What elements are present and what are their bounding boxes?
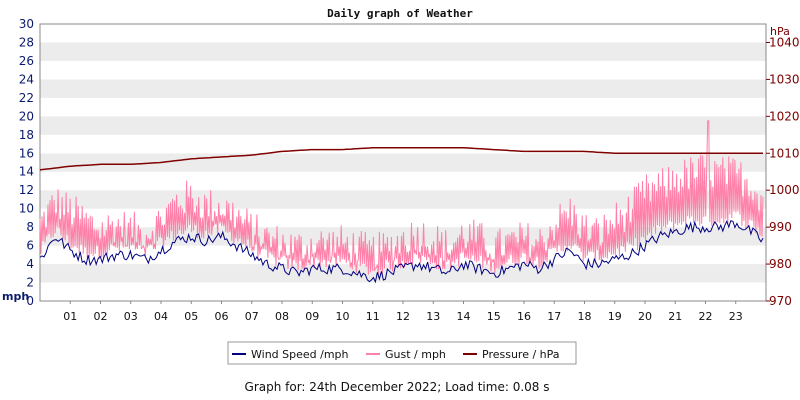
left-tick-label: 4 <box>26 257 34 271</box>
left-tick-label: 26 <box>19 54 34 68</box>
left-tick-label: 18 <box>19 128 34 142</box>
legend-item-gust: Gust / mph <box>366 348 446 361</box>
legend-item-wind: Wind Speed /mph <box>232 348 349 361</box>
right-tick-label: 980 <box>769 257 792 271</box>
x-tick-label: 12 <box>396 310 410 323</box>
grid-band <box>40 42 766 61</box>
legend-label-gust: Gust / mph <box>385 348 446 361</box>
x-tick-label: 06 <box>215 310 229 323</box>
grid-band <box>40 264 766 283</box>
grid-band <box>40 116 766 135</box>
grid-band <box>40 282 766 301</box>
right-tick-label: 1040 <box>769 35 800 49</box>
left-tick-label: 12 <box>19 183 34 197</box>
x-tick-label: 22 <box>699 310 713 323</box>
x-axis-ticks: 01 02 03 04 05 06 07 08 09 10 11 12 13 14 15 16 17 18 19 20… <box>63 301 743 323</box>
chart-title: Daily graph of Weather <box>327 7 473 20</box>
series-layer <box>39 120 764 284</box>
grid-band <box>40 97 766 117</box>
grid-band <box>40 24 766 43</box>
x-tick-label: 13 <box>426 310 440 323</box>
grid-band <box>40 79 766 98</box>
series-pressure-line <box>39 146 763 171</box>
right-tick-label: 1030 <box>769 72 800 86</box>
x-tick-label: 15 <box>487 310 501 323</box>
grid-band <box>40 134 766 154</box>
x-tick-label: 01 <box>63 310 77 323</box>
left-tick-label: 2 <box>26 276 34 290</box>
right-axis-unit: hPa <box>770 25 790 38</box>
x-tick-label: 11 <box>366 310 380 323</box>
x-tick-label: 05 <box>184 310 198 323</box>
legend-label-pressure: Pressure / hPa <box>482 348 560 361</box>
x-tick-label: 14 <box>457 310 471 323</box>
right-axis-ticks: 970 980 990 1000 1010 1020 1030 1040 <box>766 35 800 308</box>
left-tick-label: 30 <box>19 17 34 31</box>
left-tick-label: 6 <box>26 239 34 253</box>
left-tick-label: 24 <box>19 72 34 86</box>
footer-text: Graph for: 24th December 2022; Load time… <box>245 380 550 394</box>
left-tick-label: 16 <box>19 146 34 160</box>
series-gust-line <box>39 120 764 275</box>
legend-label-wind: Wind Speed /mph <box>251 348 349 361</box>
x-tick-label: 19 <box>608 310 622 323</box>
x-tick-label: 18 <box>578 310 592 323</box>
x-tick-label: 20 <box>638 310 652 323</box>
legend: Wind Speed /mph Gust / mph Pressure / hP… <box>227 341 577 365</box>
right-tick-label: 970 <box>769 294 792 308</box>
x-tick-label: 21 <box>668 310 682 323</box>
left-tick-label: 22 <box>19 91 34 105</box>
legend-box <box>227 341 577 365</box>
legend-item-pressure: Pressure / hPa <box>463 348 560 361</box>
grid-band <box>40 190 766 209</box>
x-tick-label: 17 <box>547 310 561 323</box>
grid-bands <box>40 24 766 301</box>
left-tick-label: 20 <box>19 109 34 123</box>
x-tick-label: 10 <box>336 310 350 323</box>
x-tick-label: 04 <box>154 310 168 323</box>
left-axis-unit: mph <box>2 290 29 303</box>
x-tick-label: 07 <box>245 310 259 323</box>
grid-band <box>40 171 766 191</box>
x-tick-label: 02 <box>94 310 108 323</box>
x-tick-label: 09 <box>305 310 319 323</box>
grid-band <box>40 60 766 80</box>
left-tick-label: 8 <box>26 220 34 234</box>
right-tick-label: 1020 <box>769 109 800 123</box>
x-tick-label: 16 <box>517 310 531 323</box>
x-tick-label: 08 <box>275 310 289 323</box>
right-tick-label: 990 <box>769 220 792 234</box>
right-tick-label: 1000 <box>769 183 800 197</box>
grid-band <box>40 153 766 172</box>
right-tick-label: 1010 <box>769 146 800 160</box>
left-tick-label: 28 <box>19 35 34 49</box>
left-tick-label: 10 <box>19 202 34 216</box>
left-tick-label: 0 <box>26 294 34 308</box>
x-tick-label: 03 <box>124 310 138 323</box>
left-tick-label: 14 <box>19 165 34 179</box>
x-tick-label: 23 <box>729 310 743 323</box>
series-wind-line <box>39 220 764 284</box>
